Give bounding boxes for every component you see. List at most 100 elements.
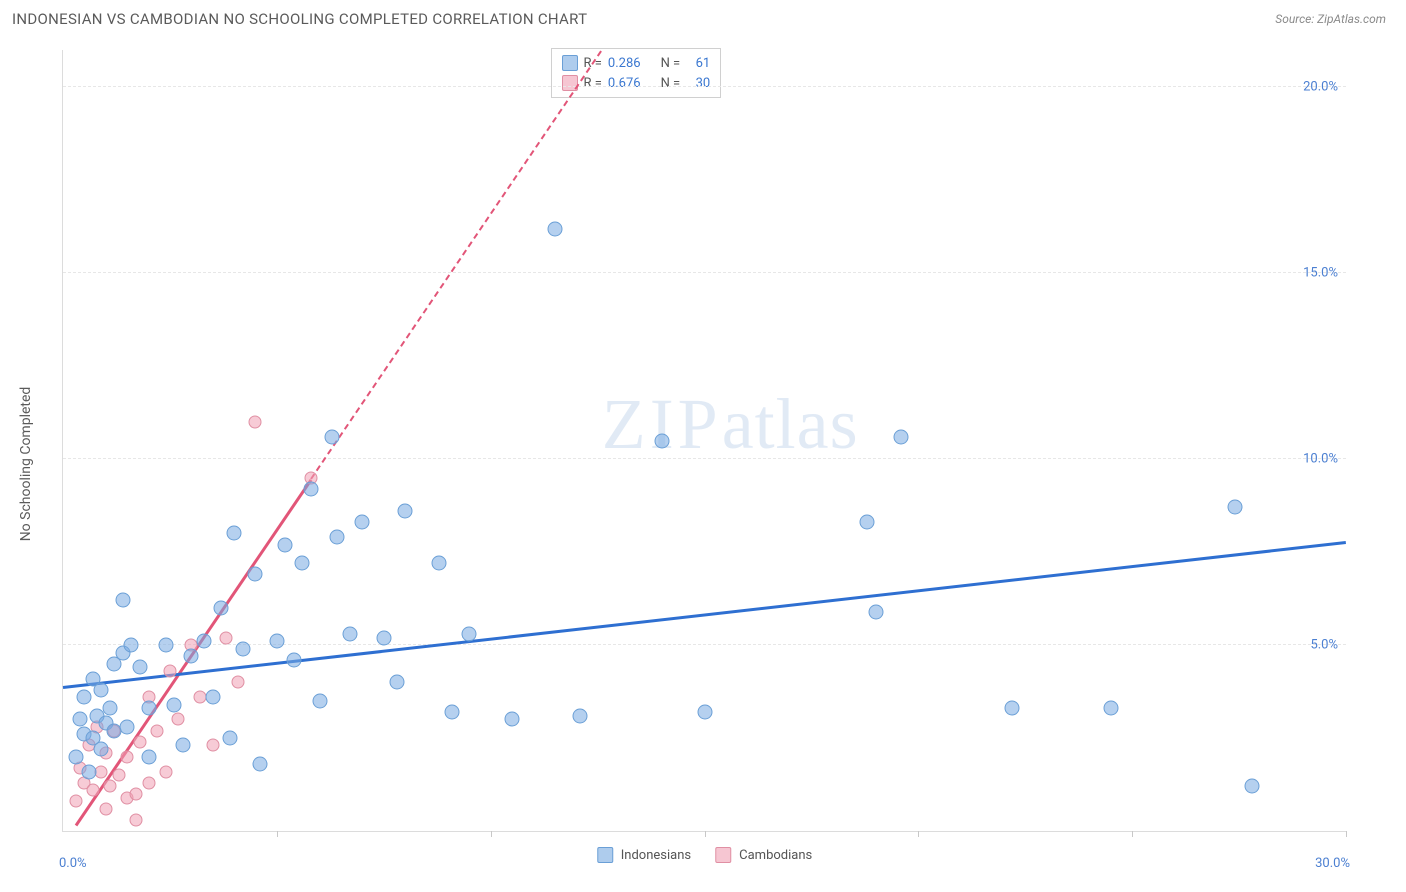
data-point [269, 634, 284, 649]
data-point [248, 567, 263, 582]
data-point [214, 600, 229, 615]
y-tick-label: 20.0% [1303, 80, 1338, 95]
x-tick [705, 831, 706, 837]
data-point [376, 630, 391, 645]
data-point [120, 719, 135, 734]
data-point [77, 690, 92, 705]
legend-item-indonesians: Indonesians [597, 847, 691, 863]
data-point [505, 712, 520, 727]
y-tick-label: 5.0% [1310, 638, 1338, 653]
data-point [197, 634, 212, 649]
data-point [175, 738, 190, 753]
data-point [163, 665, 176, 678]
data-point [104, 780, 117, 793]
data-point [206, 739, 219, 752]
data-point [141, 749, 156, 764]
swatch-blue-icon [562, 55, 578, 71]
data-point [312, 693, 327, 708]
data-point [462, 626, 477, 641]
data-point [860, 515, 875, 530]
data-point [142, 776, 155, 789]
data-point [232, 676, 245, 689]
gridline [63, 458, 1346, 459]
data-point [132, 660, 147, 675]
data-point [99, 802, 112, 815]
x-tick [918, 831, 919, 837]
stats-row-indonesians: R = 0.286 N = 61 [562, 53, 711, 73]
data-point [1227, 500, 1242, 515]
data-point [573, 708, 588, 723]
data-point [342, 626, 357, 641]
data-point [94, 682, 109, 697]
data-point [129, 787, 142, 800]
swatch-blue-icon [597, 847, 613, 863]
data-point [252, 757, 267, 772]
swatch-pink-icon [715, 847, 731, 863]
data-point [697, 705, 712, 720]
data-point [329, 530, 344, 545]
data-point [94, 742, 109, 757]
x-axis-min-label: 0.0% [59, 856, 87, 871]
data-point [73, 712, 88, 727]
data-point [86, 784, 99, 797]
data-point [654, 433, 669, 448]
data-point [133, 735, 146, 748]
data-point [205, 690, 220, 705]
chart-title: INDONESIAN VS CAMBODIAN NO SCHOOLING COM… [12, 10, 587, 28]
data-point [445, 705, 460, 720]
data-point [398, 504, 413, 519]
data-point [1005, 701, 1020, 716]
x-tick [1346, 831, 1347, 837]
data-point [121, 750, 134, 763]
header: INDONESIAN VS CAMBODIAN NO SCHOOLING COM… [0, 0, 1406, 34]
data-point [325, 429, 340, 444]
source-attribution: Source: ZipAtlas.com [1275, 12, 1386, 26]
gridline [63, 272, 1346, 273]
series-legend: Indonesians Cambodians [597, 847, 812, 863]
data-point [167, 697, 182, 712]
data-point [158, 638, 173, 653]
data-point [112, 769, 125, 782]
x-axis-max-label: 30.0% [1315, 856, 1350, 871]
y-tick-label: 10.0% [1303, 452, 1338, 467]
data-point [124, 638, 139, 653]
data-point [868, 604, 883, 619]
data-point [295, 556, 310, 571]
data-point [68, 749, 83, 764]
chart-area: No Schooling Completed ZIPatlas R = 0.28… [12, 46, 1386, 882]
data-point [103, 701, 118, 716]
data-point [222, 731, 237, 746]
data-point [389, 675, 404, 690]
data-point [129, 813, 142, 826]
y-axis-label: No Schooling Completed [18, 387, 34, 542]
data-point [227, 526, 242, 541]
gridline [63, 644, 1346, 645]
data-point [151, 724, 164, 737]
data-point [69, 795, 82, 808]
watermark: ZIPatlas [602, 382, 859, 465]
y-tick-label: 15.0% [1303, 266, 1338, 281]
data-point [286, 652, 301, 667]
plot-region: ZIPatlas R = 0.286 N = 61 R = 0.676 N = … [62, 50, 1346, 832]
x-tick [1132, 831, 1133, 837]
trend-line-dashed [310, 50, 602, 479]
data-point [81, 764, 96, 779]
data-point [547, 221, 562, 236]
data-point [115, 593, 130, 608]
data-point [1244, 779, 1259, 794]
data-point [172, 713, 185, 726]
legend-item-cambodians: Cambodians [715, 847, 812, 863]
stats-legend: R = 0.286 N = 61 R = 0.676 N = 30 [551, 48, 722, 98]
x-tick [491, 831, 492, 837]
data-point [278, 537, 293, 552]
data-point [355, 515, 370, 530]
data-point [219, 631, 232, 644]
data-point [249, 415, 262, 428]
x-tick [277, 831, 278, 837]
data-point [184, 649, 199, 664]
data-point [304, 481, 319, 496]
data-point [235, 641, 250, 656]
data-point [894, 429, 909, 444]
data-point [95, 765, 108, 778]
data-point [1103, 701, 1118, 716]
